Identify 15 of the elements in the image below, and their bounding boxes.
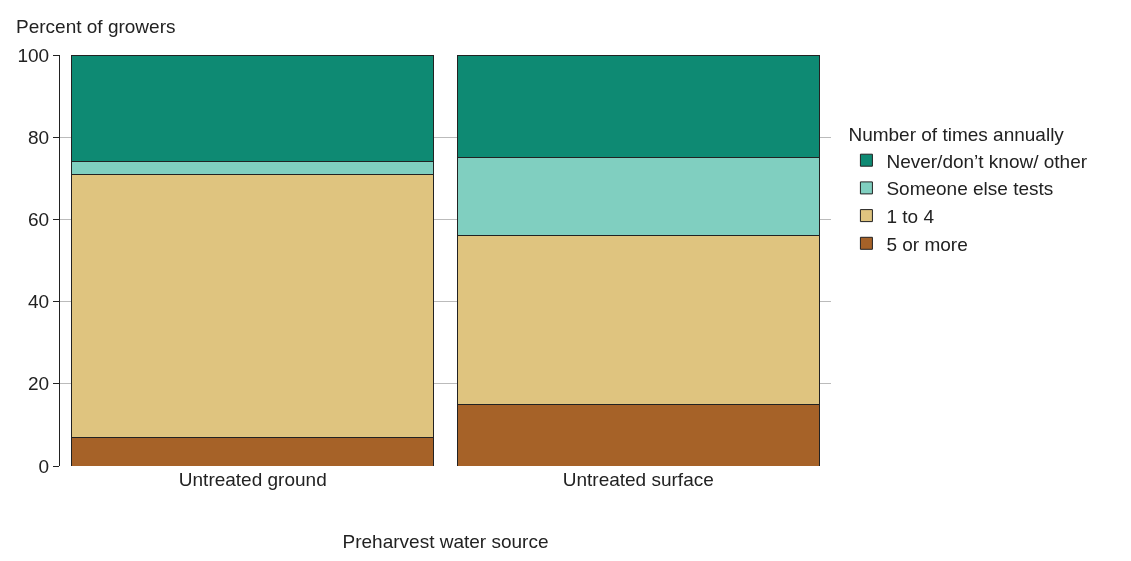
y-tick-label: 80 — [28, 126, 50, 148]
legend-label: 1 to 4 — [886, 206, 935, 228]
y-tick-label: 40 — [28, 291, 50, 313]
y-tick-label: 100 — [17, 44, 50, 66]
x-tick-label: Untreated surface — [562, 469, 714, 490]
y-tick-label: 0 — [38, 455, 50, 477]
y-axis-title: Percent of growers — [16, 16, 176, 37]
x-tick-label: Untreated ground — [178, 469, 327, 490]
legend-label: 5 or more — [886, 233, 968, 255]
x-axis-title: Preharvest water source — [342, 530, 549, 552]
legend-label: Never/don’t know/ other — [886, 150, 1088, 172]
y-tick-label: 60 — [28, 209, 50, 231]
legend-title: Number of times annually — [848, 124, 1065, 146]
legend-label: Someone else tests — [886, 178, 1054, 200]
y-tick-label: 20 — [28, 373, 50, 395]
